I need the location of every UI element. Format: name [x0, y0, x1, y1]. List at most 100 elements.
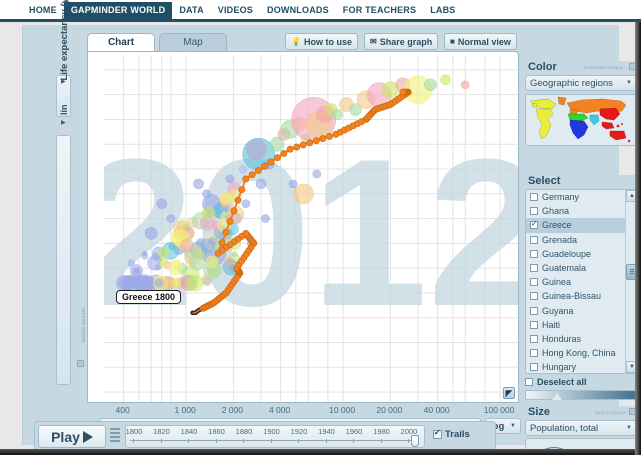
- normal-view-label: Normal view: [457, 36, 511, 47]
- size-dropdown[interactable]: Population, total ▼: [525, 420, 638, 436]
- deselect-all-row[interactable]: Deselect all: [525, 377, 638, 387]
- scatter-plot[interactable]: 2012: [104, 55, 518, 402]
- country-item[interactable]: Hungary: [526, 360, 637, 373]
- nav-item-videos[interactable]: VIDEOS: [217, 5, 253, 15]
- country-checkbox[interactable]: [530, 349, 538, 358]
- country-list[interactable]: Germany Ghana Greece Grenada Guadeloupe Guate…: [525, 189, 638, 374]
- country-item[interactable]: Guyana: [526, 304, 637, 318]
- country-item[interactable]: Hong Kong, China: [526, 346, 637, 360]
- year-slider[interactable]: 1800 1820 1840 1860 1880 1900 1920 1940 1960 1980…: [125, 425, 425, 448]
- nav-item-labs[interactable]: LABS: [430, 5, 456, 15]
- country-label: Germany: [542, 192, 580, 203]
- country-label: Hong Kong, China: [542, 348, 616, 359]
- country-item[interactable]: Honduras: [526, 332, 637, 346]
- normal-view-button[interactable]: ■ Normal view: [444, 33, 517, 50]
- country-checkbox[interactable]: [530, 292, 538, 301]
- country-checkbox[interactable]: [530, 363, 538, 372]
- nav-item-home[interactable]: HOME: [29, 5, 57, 15]
- share-graph-button[interactable]: ✉ Share graph: [364, 33, 439, 50]
- world-map-legend[interactable]: [525, 94, 638, 146]
- country-label: Guatemala: [542, 263, 587, 274]
- year-label-1860: 1860: [208, 427, 225, 436]
- x-tick-20000: 20 000: [376, 405, 403, 415]
- country-checkbox[interactable]: [530, 264, 538, 273]
- country-checkbox[interactable]: [530, 193, 538, 202]
- year-mark: [215, 439, 217, 443]
- year-label-1960: 1960: [345, 427, 363, 436]
- country-label: Honduras: [542, 333, 582, 344]
- y-scale-button[interactable]: [56, 75, 71, 117]
- play-triangle-icon: [82, 430, 93, 443]
- color-dropdown[interactable]: Geographic regions ▼: [525, 75, 638, 91]
- country-checkbox[interactable]: [530, 334, 538, 343]
- country-item[interactable]: Greece: [526, 218, 637, 233]
- size-dropdown-value: Population, total: [530, 422, 599, 434]
- year-mark: [408, 439, 409, 443]
- country-item[interactable]: Guadeloupe: [526, 247, 637, 261]
- opacity-slider[interactable]: [525, 390, 638, 400]
- x-axis-ticks: 400 1 000 2 000 4 000 10 000 20 000 40 000 100 …: [87, 405, 519, 417]
- country-item[interactable]: Guatemala: [526, 261, 637, 275]
- window-icon: ■: [450, 36, 455, 46]
- speed-lines-icon[interactable]: [110, 428, 120, 446]
- x-tick-10000: 10 000: [329, 405, 356, 415]
- deselect-all-checkbox[interactable]: [525, 378, 533, 386]
- country-list-scrollbar[interactable]: ▲ ☰ ▼: [625, 190, 637, 373]
- window-bottom-edge: [0, 449, 641, 455]
- country-item[interactable]: Guinea-Bissau: [526, 289, 637, 303]
- nav-item-for-teachers[interactable]: FOR TEACHERS: [342, 5, 417, 15]
- country-label: Greece: [542, 220, 572, 231]
- country-item[interactable]: Germany: [526, 190, 637, 204]
- greece-trail[interactable]: [190, 88, 412, 316]
- country-label: Hungary: [542, 362, 577, 373]
- year-slider-handle[interactable]: [411, 435, 419, 447]
- year-mark: [353, 439, 354, 443]
- world-map-svg: [529, 96, 631, 143]
- country-checkbox[interactable]: [530, 306, 538, 315]
- x-tick-4000: 4 000: [268, 405, 291, 415]
- how-to-use-label: How to use: [303, 36, 352, 47]
- y-axis-source-icon[interactable]: [77, 360, 84, 367]
- tab-chart[interactable]: Chart: [87, 33, 155, 51]
- nav-item-data[interactable]: DATA: [179, 5, 204, 15]
- tab-map[interactable]: Map: [159, 33, 227, 51]
- play-button[interactable]: Play: [38, 425, 106, 448]
- opacity-slider-handle[interactable]: [552, 393, 562, 400]
- play-label: Play: [51, 428, 80, 445]
- country-item[interactable]: Haiti: [526, 318, 637, 332]
- country-item[interactable]: Ghana: [526, 204, 637, 218]
- country-checkbox[interactable]: [530, 219, 538, 230]
- trails-toggle[interactable]: Trails: [433, 428, 470, 440]
- year-mark: [160, 439, 162, 443]
- scroll-up-button[interactable]: ▲: [626, 190, 637, 202]
- how-to-use-button[interactable]: 💡 How to use: [285, 33, 358, 50]
- country-checkbox[interactable]: [530, 235, 538, 244]
- y-axis-selector[interactable]: [56, 135, 71, 385]
- scroll-down-button[interactable]: ▼: [626, 361, 637, 373]
- x-scale-chevron-down-icon: ▼: [510, 423, 516, 429]
- year-label-1840: 1840: [180, 427, 198, 436]
- country-item[interactable]: Guinea: [526, 275, 637, 289]
- nav-item-downloads[interactable]: DOWNLOADS: [267, 5, 329, 15]
- year-label-2000: 2000: [400, 427, 418, 436]
- country-checkbox[interactable]: [530, 320, 538, 329]
- country-checkbox[interactable]: [530, 249, 538, 258]
- scrollbar-thumb[interactable]: ☰: [626, 264, 637, 280]
- country-items: Germany Ghana Greece Grenada Guadeloupe Guate…: [526, 190, 637, 373]
- x-tick-40000: 40 000: [423, 405, 450, 415]
- country-checkbox[interactable]: [530, 278, 538, 287]
- trail-tooltip: Greece 1800: [116, 290, 182, 304]
- year-mark: [380, 439, 382, 443]
- zoom-out-corner-icon[interactable]: ◤: [503, 387, 515, 399]
- nav-item-gapminder-world[interactable]: GAPMINDER WORLD: [63, 2, 173, 19]
- trails-checkbox[interactable]: [433, 428, 442, 439]
- year-label-1820: 1820: [153, 427, 170, 436]
- country-checkbox[interactable]: [530, 207, 538, 216]
- plot-canvas: 2012: [104, 55, 518, 402]
- window-right-edge: [635, 22, 641, 455]
- chart-panel: 2012 ◤: [87, 51, 519, 403]
- chevron-down-icon: ▼: [626, 80, 632, 86]
- year-label-1940: 1940: [318, 427, 335, 436]
- country-item[interactable]: Grenada: [526, 233, 637, 247]
- x-scale-label: log: [490, 420, 505, 432]
